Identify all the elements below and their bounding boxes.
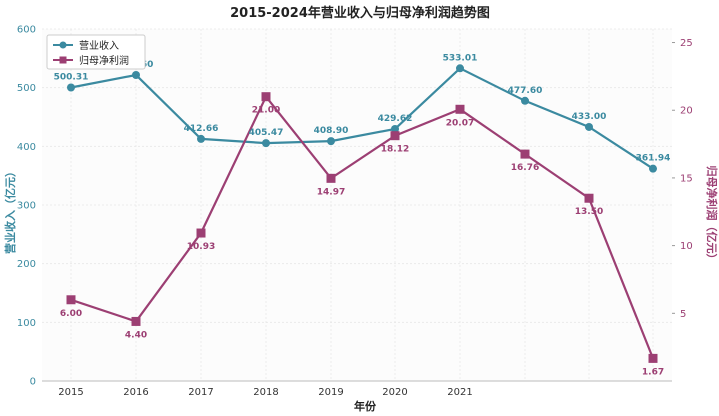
x-tick-label: 2018 — [253, 387, 278, 398]
net-profit-marker — [584, 193, 594, 203]
net-profit-marker — [326, 173, 336, 183]
y-right-tick-label: 10 — [680, 241, 693, 252]
net-profit-data-label: 14.97 — [317, 187, 345, 197]
grid-lines — [42, 28, 672, 382]
legend-netprofit-label: 归母净利润 — [79, 54, 129, 67]
net-profit-marker — [390, 131, 400, 141]
x-tick-label: 2017 — [188, 387, 213, 398]
y-left-tick-label: 200 — [17, 259, 36, 270]
revenue-data-label: 361.94 — [636, 154, 671, 164]
revenue-data-label: 405.47 — [249, 128, 284, 138]
net-profit-marker — [66, 295, 76, 305]
chart-title: 2015-2024年营业收入与归母净利润趋势图 — [230, 5, 490, 21]
y-left-tick-label: 600 — [17, 25, 36, 36]
y-right-tick-label: 25 — [680, 38, 693, 49]
revenue-marker — [456, 64, 464, 73]
net-profit-data-label: 18.12 — [381, 145, 409, 155]
x-tick-label: 2021 — [447, 387, 472, 398]
y-right-tick-label: 20 — [680, 106, 693, 117]
net-profit-data-label: 4.40 — [125, 330, 147, 340]
revenue-data-label: 408.90 — [314, 126, 349, 136]
net-profit-marker — [261, 92, 271, 102]
y-left-tick-label: 300 — [17, 201, 36, 212]
net-profit-data-label: 13.50 — [575, 207, 603, 217]
revenue-data-label: 433.00 — [572, 112, 607, 122]
revenue-marker — [197, 134, 205, 143]
revenue-marker — [262, 139, 270, 148]
revenue-marker — [585, 122, 593, 131]
net-profit-marker — [131, 316, 141, 326]
x-tick-label: 2015 — [58, 387, 83, 398]
x-axis-label: 年份 — [354, 399, 377, 413]
net-profit-line — [70, 94, 655, 359]
net-profit-marker — [196, 228, 206, 238]
y-left-tick-label: 100 — [17, 318, 36, 329]
revenue-data-label: 500.31 — [54, 72, 89, 82]
x-tick-label: 2020 — [382, 387, 407, 398]
y-left-tick-label: 400 — [17, 142, 36, 153]
revenue-line — [70, 66, 654, 170]
net-profit-marker — [648, 353, 658, 363]
y-right-tick-label: 15 — [680, 173, 693, 184]
y-left-tick-label: 500 — [17, 83, 36, 94]
y-axis-right-label: 归母净利润（亿元） — [705, 166, 719, 265]
series-layer: 500.31521.60412.66405.47408.90429.62533.… — [54, 53, 671, 377]
revenue-marker — [327, 137, 335, 146]
legend-revenue-marker — [59, 41, 67, 49]
revenue-marker — [67, 83, 75, 92]
net-profit-data-label: 10.93 — [187, 242, 215, 252]
legend: 营业收入 归母净利润 — [46, 34, 146, 70]
net-profit-data-label: 21.00 — [252, 106, 280, 116]
net-profit-marker — [520, 149, 530, 159]
net-profit-data-label: 1.67 — [642, 367, 664, 377]
x-tick-label: 2016 — [123, 387, 148, 398]
revenue-marker — [521, 96, 529, 105]
net-profit-data-label: 6.00 — [60, 309, 82, 319]
net-profit-marker — [455, 104, 465, 114]
revenue-marker — [649, 164, 657, 173]
revenue-data-label: 412.66 — [184, 124, 219, 134]
axis-ticks: 0 100 200 300 400 500 600 5 10 15 20 25 2015 2016 2017… — [17, 25, 693, 399]
revenue-data-label: 429.62 — [378, 114, 413, 124]
x-tick-label: 2019 — [318, 387, 343, 398]
net-profit-data-label: 16.76 — [511, 163, 539, 173]
y-left-tick-label: 0 — [30, 377, 36, 388]
y-right-tick-label: 5 — [680, 309, 686, 320]
y-axis-left-label: 营业收入（亿元） — [3, 166, 17, 254]
revenue-data-label: 477.60 — [508, 86, 543, 96]
revenue-marker — [391, 124, 399, 133]
revenue-marker — [132, 70, 140, 79]
legend-netprofit-marker — [59, 56, 67, 64]
plot-area — [42, 29, 672, 381]
net-profit-data-label: 20.07 — [446, 118, 474, 128]
legend-revenue-label: 营业收入 — [79, 39, 119, 52]
revenue-data-label: 533.01 — [443, 53, 478, 63]
